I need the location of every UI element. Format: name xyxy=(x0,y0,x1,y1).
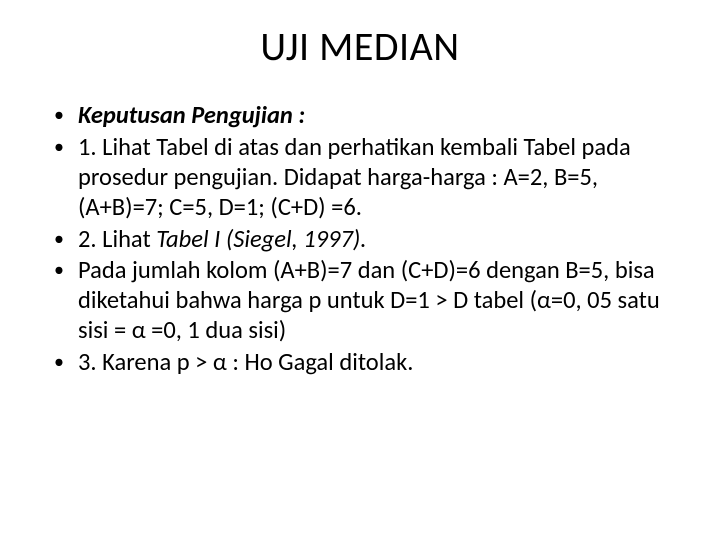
bullet-text: Tabel I (Siegel, 1997). xyxy=(156,224,366,254)
bullet-list: Keputusan Pengujian :1. Lihat Tabel di a… xyxy=(54,101,670,378)
slide-content: Keputusan Pengujian :1. Lihat Tabel di a… xyxy=(40,101,680,378)
slide-title: UJI MEDIAN xyxy=(40,22,680,71)
bullet-item: Pada jumlah kolom (A+B)=7 dan (C+D)=6 de… xyxy=(54,256,670,346)
bullet-item: 1. Lihat Tabel di atas dan perhatikan ke… xyxy=(54,133,670,223)
bullet-item: Keputusan Pengujian : xyxy=(54,101,670,131)
bullet-text: Keputusan Pengujian : xyxy=(78,100,305,130)
bullet-text: 3. Karena p > α : Ho Gagal ditolak. xyxy=(78,347,413,377)
bullet-item: 2. Lihat Tabel I (Siegel, 1997). xyxy=(54,225,670,255)
bullet-text: Pada jumlah kolom (A+B)=7 dan (C+D)=6 de… xyxy=(78,255,660,345)
bullet-text: 1. Lihat Tabel di atas dan perhatikan ke… xyxy=(78,132,631,222)
bullet-text: 2. Lihat xyxy=(78,224,156,254)
slide: UJI MEDIAN Keputusan Pengujian :1. Lihat… xyxy=(0,0,720,540)
bullet-item: 3. Karena p > α : Ho Gagal ditolak. xyxy=(54,348,670,378)
